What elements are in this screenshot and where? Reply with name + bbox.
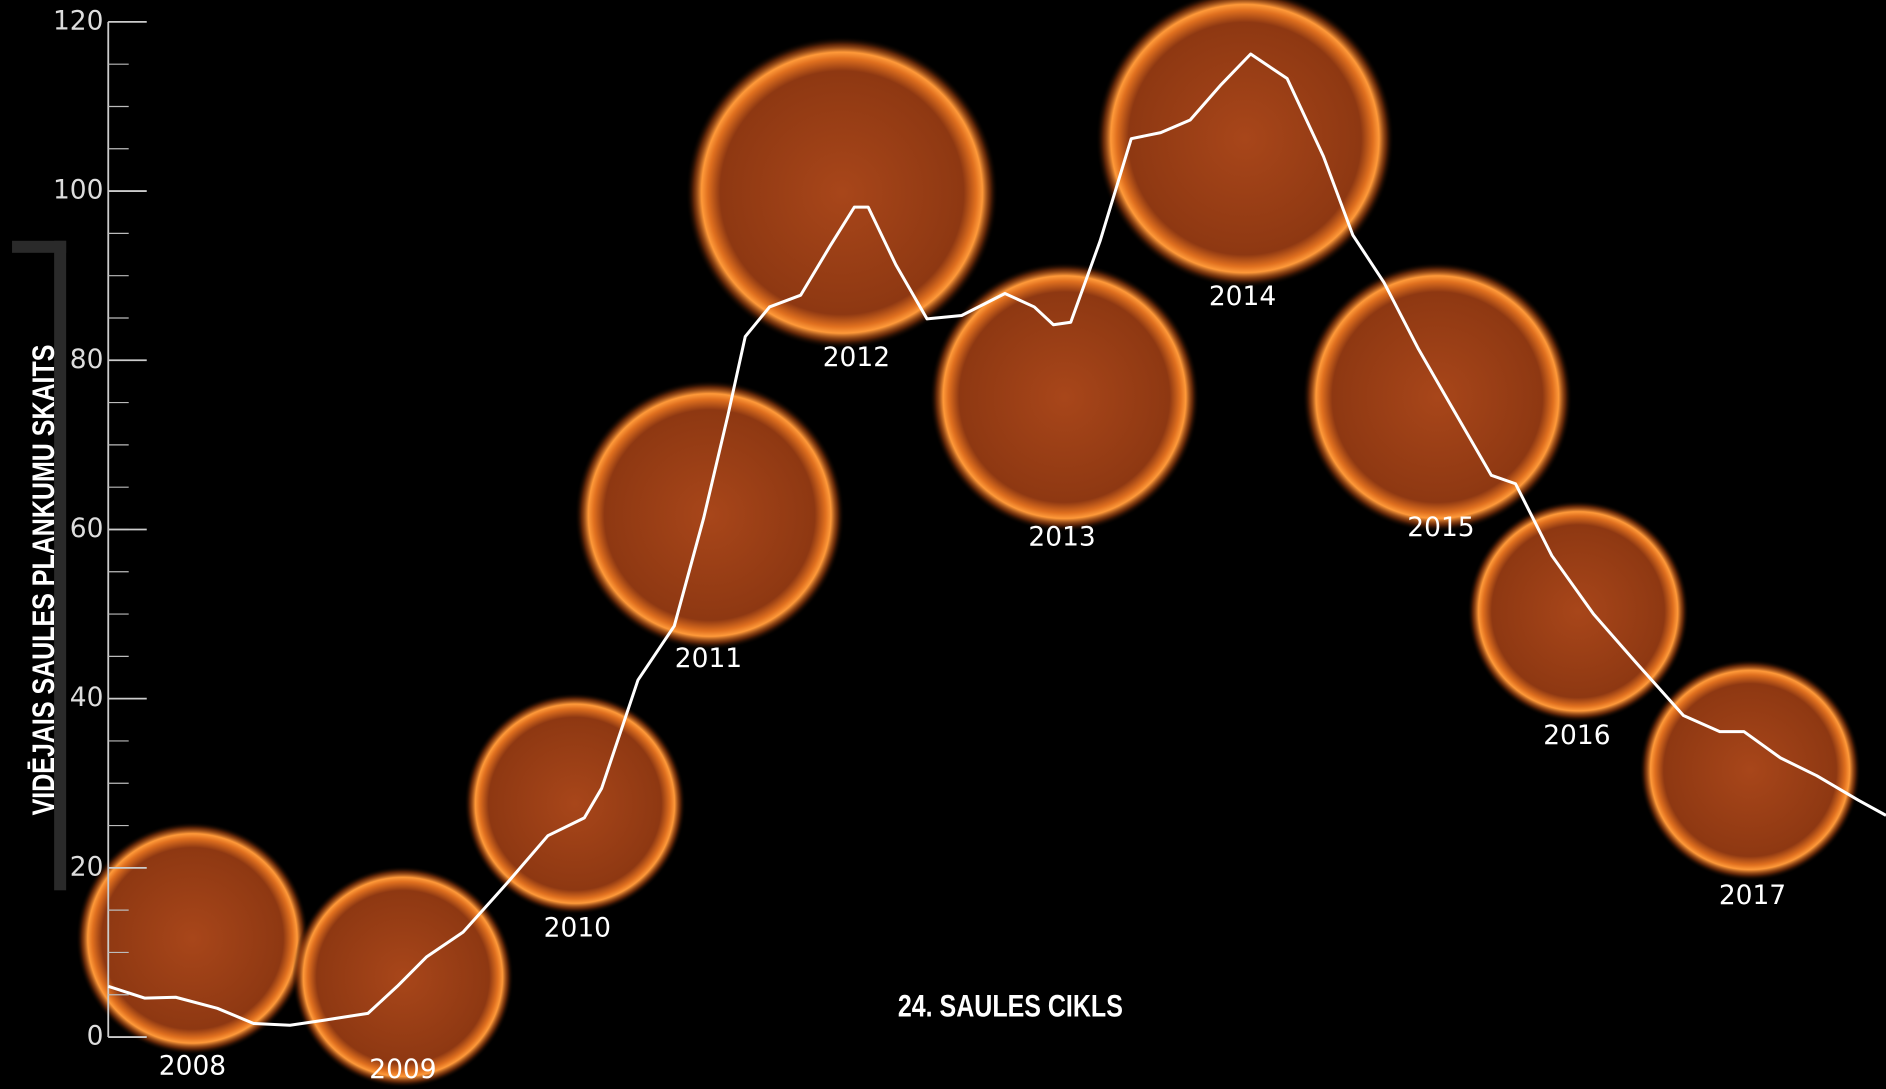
year-label: 2008 — [159, 1051, 226, 1082]
sun-image — [1467, 500, 1689, 722]
y-tick-label: 40 — [70, 682, 104, 713]
data-line — [107, 52, 1886, 1027]
year-label: 2013 — [1028, 521, 1095, 552]
y-tick-label: 60 — [70, 513, 104, 544]
year-label: 2011 — [675, 643, 742, 674]
sun-image — [1095, 0, 1394, 288]
label-bracket — [12, 240, 67, 253]
y-tick-label: 120 — [53, 5, 104, 36]
year-label: 2014 — [1209, 281, 1276, 312]
year-label: 2012 — [823, 342, 890, 373]
y-tick-label: 20 — [70, 851, 104, 882]
label-bracket — [54, 240, 67, 891]
sun-image — [292, 866, 514, 1088]
sun-image — [685, 36, 999, 349]
sun-images — [76, 0, 1861, 1088]
sun-image — [1302, 262, 1573, 532]
year-label: 2015 — [1407, 512, 1474, 543]
year-label: 2016 — [1543, 720, 1610, 751]
year-label: 2009 — [369, 1054, 436, 1085]
year-label: 2010 — [544, 912, 611, 943]
y-tick-label: 100 — [53, 175, 104, 206]
y-axis-label: VIDĒJAIS SAULES PLANKUMU SKAITS — [25, 345, 60, 816]
year-label: 2017 — [1719, 880, 1786, 911]
sun-image — [464, 692, 686, 915]
y-tick-label: 80 — [70, 344, 104, 375]
sun-image — [574, 380, 845, 650]
sun-image — [1639, 659, 1861, 881]
sun-image — [76, 822, 309, 1055]
sun-image — [929, 262, 1200, 532]
y-tick-label: 0 — [87, 1021, 104, 1052]
chart-title: 24. SAULES CIKLS — [898, 988, 1123, 1023]
